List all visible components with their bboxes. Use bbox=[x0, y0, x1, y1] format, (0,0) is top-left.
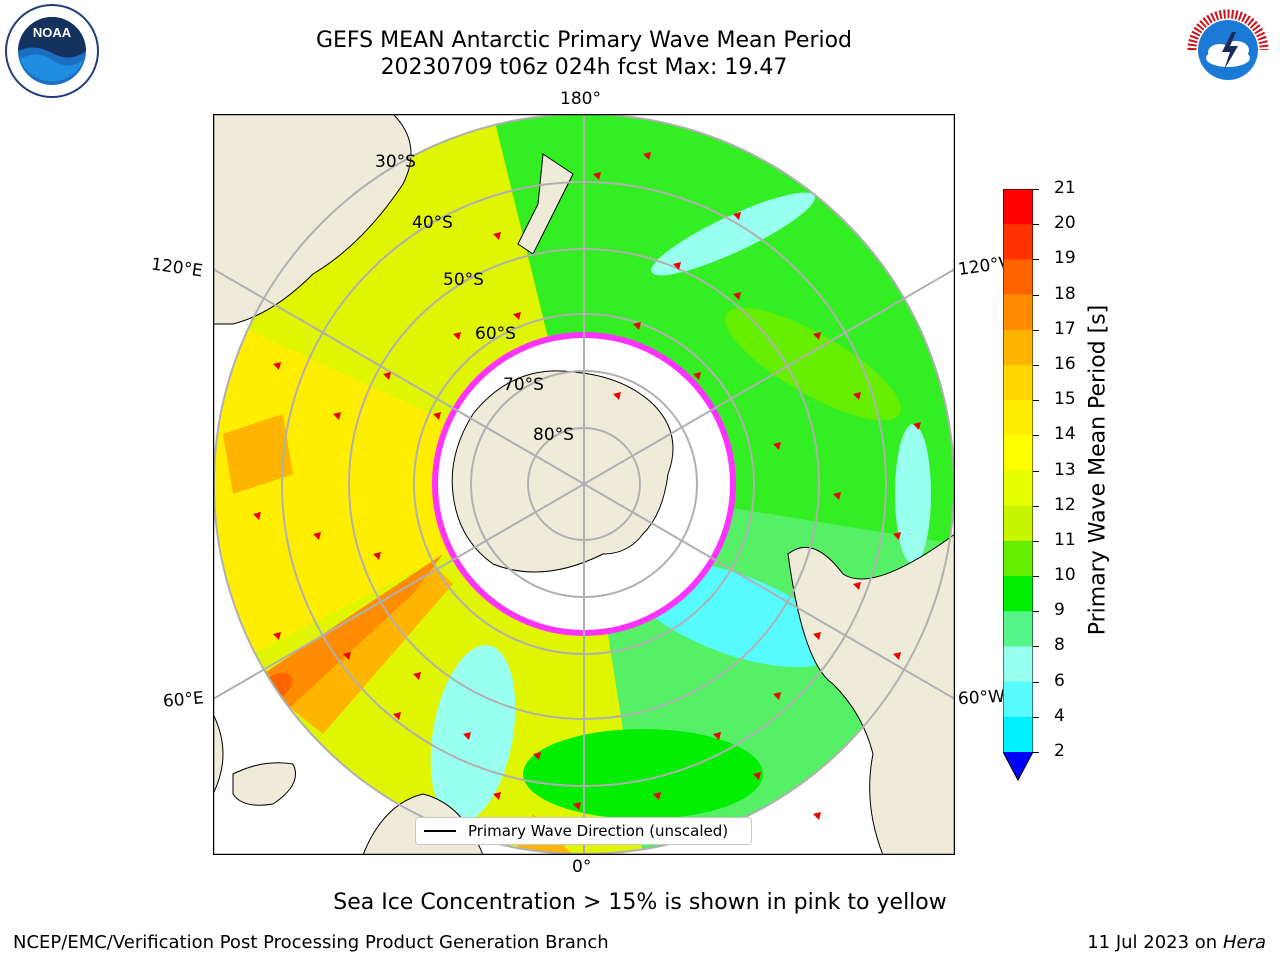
legend-label: Primary Wave Direction (unscaled) bbox=[468, 822, 729, 840]
colorbar-segment bbox=[1003, 400, 1033, 436]
lon-label-60e: 60°E bbox=[162, 688, 205, 712]
colorbar-tick-label: 16 bbox=[1054, 353, 1076, 374]
colorbar-tick-mark bbox=[1033, 364, 1039, 366]
colorbar-tick-label: 9 bbox=[1054, 600, 1065, 621]
colorbar-segment bbox=[1003, 540, 1033, 577]
footer-organization: NCEP/EMC/Verification Post Processing Pr… bbox=[13, 932, 609, 953]
colorbar-tick-mark bbox=[1033, 540, 1039, 542]
colorbar-tick-label: 2 bbox=[1054, 741, 1065, 761]
colorbar-tick-mark bbox=[1033, 329, 1039, 331]
colorbar-segment bbox=[1003, 329, 1033, 366]
colorbar-tick-mark bbox=[1033, 716, 1039, 718]
lon-label-0: 0° bbox=[572, 857, 592, 877]
lat-label-80s: 80°S bbox=[533, 425, 574, 445]
colorbar-tick-label: 21 bbox=[1054, 178, 1076, 198]
lon-label-60w: 60°W bbox=[957, 686, 1006, 710]
colorbar-segment bbox=[1003, 576, 1033, 612]
colorbar-segment bbox=[1003, 505, 1033, 542]
lat-label-40s: 40°S bbox=[412, 213, 453, 233]
colorbar-tick-label: 14 bbox=[1054, 424, 1076, 445]
colorbar-tick-mark bbox=[1033, 611, 1039, 613]
colorbar-tick-mark bbox=[1033, 435, 1039, 437]
chart-subtitle: 20230709 t06z 024h fcst Max: 19.47 bbox=[380, 55, 788, 80]
colorbar-segment bbox=[1003, 364, 1033, 401]
colorbar-tick-mark bbox=[1033, 224, 1039, 226]
lon-label-120e: 120°E bbox=[149, 254, 204, 282]
colorbar-extend-triangle bbox=[1003, 752, 1033, 781]
colorbar bbox=[1003, 189, 1033, 781]
wave-direction-arrows bbox=[253, 152, 921, 840]
colorbar-tick-mark bbox=[1033, 400, 1039, 402]
footer-date-text: 11 Jul 2023 on bbox=[1087, 932, 1223, 953]
colorbar-tick-label: 6 bbox=[1054, 670, 1065, 691]
footer-date: 11 Jul 2023 on Hera bbox=[1087, 932, 1266, 953]
colorbar-segment bbox=[1003, 681, 1033, 718]
colorbar-tick-mark bbox=[1033, 259, 1039, 261]
colorbar-tick-mark bbox=[1033, 646, 1039, 648]
chart-title: GEFS MEAN Antarctic Primary Wave Mean Pe… bbox=[315, 28, 853, 53]
lat-label-50s: 50°S bbox=[443, 270, 484, 290]
map-legend: Primary Wave Direction (unscaled) bbox=[415, 817, 752, 845]
colorbar-segment bbox=[1003, 259, 1033, 296]
colorbar-segment bbox=[1003, 716, 1033, 753]
lat-label-70s: 70°S bbox=[503, 375, 544, 395]
colorbar-tick-mark bbox=[1033, 189, 1039, 190]
colorbar-segment bbox=[1003, 189, 1033, 225]
nws-logo bbox=[1180, 2, 1276, 98]
colorbar-tick-mark bbox=[1033, 470, 1039, 472]
noaa-logo: NOAA bbox=[4, 3, 100, 99]
colorbar-segment bbox=[1003, 435, 1033, 471]
lat-label-30s: 30°S bbox=[375, 152, 416, 172]
colorbar-tick-label: 10 bbox=[1054, 565, 1076, 586]
legend-line-swatch bbox=[424, 830, 456, 832]
colorbar-tick-label: 4 bbox=[1054, 705, 1065, 726]
colorbar-segment bbox=[1003, 611, 1033, 647]
colorbar-tick-label: 13 bbox=[1054, 459, 1076, 480]
colorbar-tick-label: 15 bbox=[1054, 389, 1076, 410]
colorbar-label: Primary Wave Mean Period [s] bbox=[1085, 304, 1111, 636]
colorbar-tick-label: 18 bbox=[1054, 283, 1076, 304]
colorbar-tick-mark bbox=[1033, 576, 1039, 578]
lat-label-60s: 60°S bbox=[475, 324, 516, 344]
colorbar-tick-label: 20 bbox=[1054, 213, 1076, 234]
colorbar-tick-label: 11 bbox=[1054, 529, 1076, 550]
colorbar-segment bbox=[1003, 224, 1033, 260]
colorbar-tick-mark bbox=[1033, 505, 1039, 507]
colorbar-segment bbox=[1003, 470, 1033, 507]
colorbar-tick-label: 8 bbox=[1054, 635, 1065, 656]
colorbar-tick-mark bbox=[1033, 752, 1039, 753]
lon-label-180: 180° bbox=[560, 89, 601, 109]
colorbar-segment bbox=[1003, 294, 1033, 331]
footer-host: Hera bbox=[1222, 932, 1266, 953]
colorbar-tick-label: 17 bbox=[1054, 318, 1076, 339]
colorbar-tick-label: 19 bbox=[1054, 248, 1076, 269]
colorbar-tick-label: 12 bbox=[1054, 494, 1076, 515]
sea-ice-note: Sea Ice Concentration > 15% is shown in … bbox=[333, 890, 947, 915]
noaa-logo-text: NOAA bbox=[33, 25, 72, 40]
colorbar-segment bbox=[1003, 646, 1033, 683]
colorbar-tick-mark bbox=[1033, 294, 1039, 296]
colorbar-tick-mark bbox=[1033, 681, 1039, 683]
map-panel bbox=[213, 114, 955, 855]
